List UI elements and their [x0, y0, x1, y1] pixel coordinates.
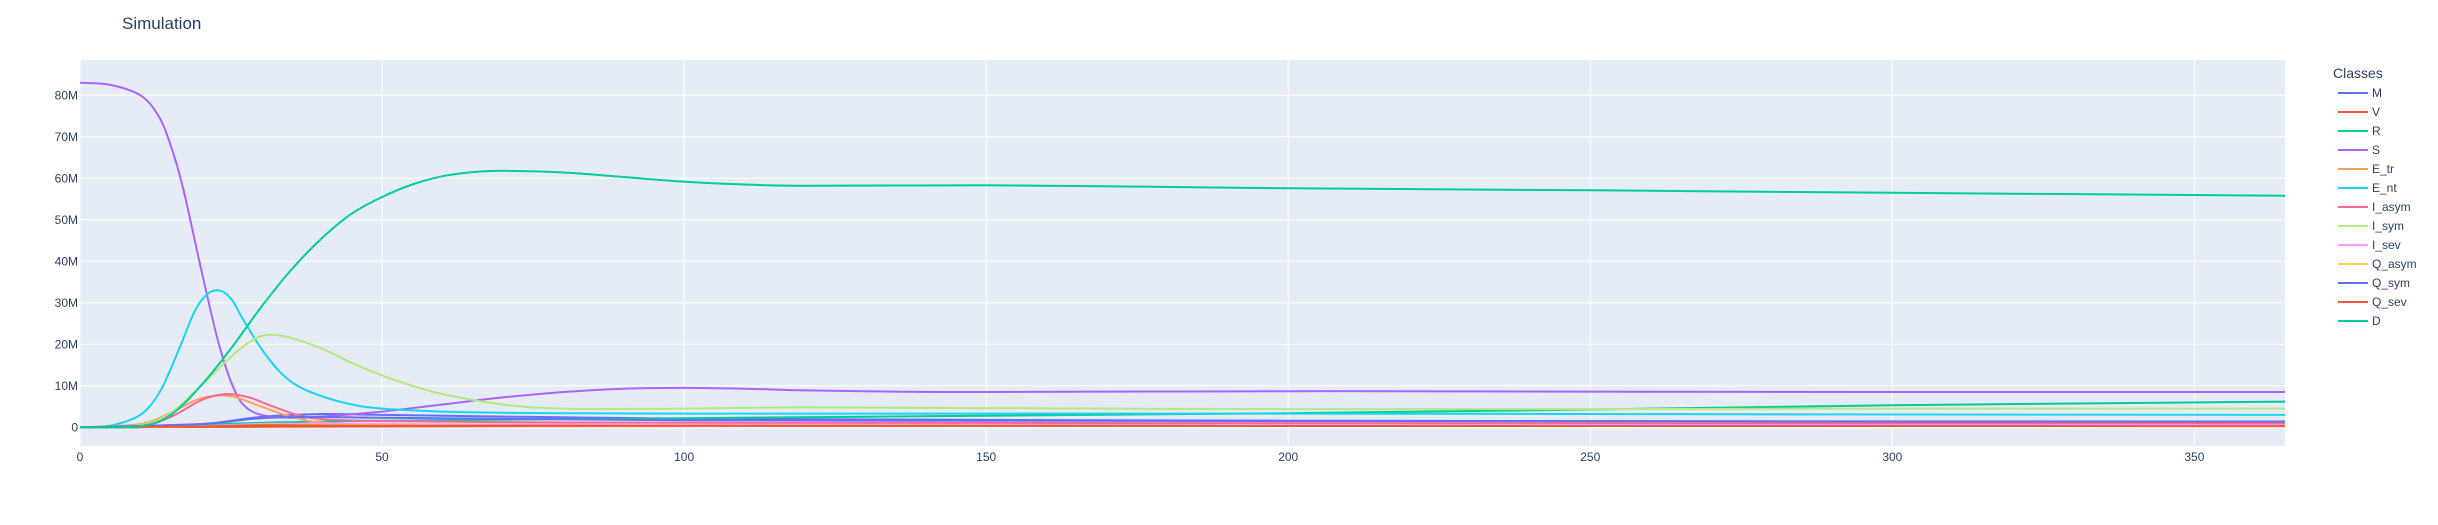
y-tick-label: 10M [55, 379, 78, 393]
series-line-d [79, 169, 2286, 429]
legend-title: Classes [2333, 65, 2383, 81]
legend-label: Q_sev [2372, 295, 2407, 309]
series-lines [79, 81, 2286, 429]
legend-label: E_tr [2372, 162, 2394, 176]
legend-item-s[interactable]: S [2338, 143, 2380, 157]
legend-label: I_sev [2372, 238, 2401, 252]
legend-label: Q_sym [2372, 276, 2410, 290]
y-axis: 0 10M 20M 30M 40M 50M 60M 70M 80M [55, 88, 79, 434]
legend-label: I_asym [2372, 200, 2411, 214]
legend-item-q-asym[interactable]: Q_asym [2338, 257, 2417, 271]
legend-item-d[interactable]: D [2338, 314, 2381, 328]
x-tick-label: 50 [375, 450, 389, 464]
legend-label: V [2372, 105, 2380, 119]
x-tick-label: 300 [1882, 450, 1902, 464]
y-tick-label: 70M [55, 130, 78, 144]
x-tick-label: 0 [77, 450, 84, 464]
series-line-i-asym [79, 392, 2286, 429]
legend-item-r[interactable]: R [2338, 124, 2381, 138]
series-line-i-sym [79, 333, 2285, 429]
legend-label: S [2372, 143, 2380, 157]
x-tick-label: 100 [674, 450, 694, 464]
y-tick-label: 0 [71, 420, 78, 434]
legend-item-v[interactable]: V [2338, 105, 2380, 119]
legend-label: Q_asym [2372, 257, 2417, 271]
legend-item-m[interactable]: M [2338, 86, 2382, 100]
x-tick-label: 350 [2184, 450, 2204, 464]
x-tick-label: 200 [1278, 450, 1298, 464]
y-tick-label: 30M [55, 296, 78, 310]
legend-label: M [2372, 86, 2382, 100]
x-axis: 0 50 100 150 200 250 300 350 [77, 450, 2205, 464]
legend-label: R [2372, 124, 2381, 138]
series-line-s [79, 81, 2286, 419]
x-tick-label: 150 [976, 450, 996, 464]
y-tick-label: 60M [55, 171, 78, 185]
x-tick-label: 250 [1580, 450, 1600, 464]
legend-item-q-sev[interactable]: Q_sev [2338, 295, 2407, 309]
series-line-r [79, 400, 2286, 429]
series-line-q-sym [79, 415, 2286, 429]
series-line-e-nt [79, 289, 2286, 429]
legend-label: I_sym [2372, 219, 2404, 233]
legend-label: E_nt [2372, 181, 2397, 195]
legend-item-i-sev[interactable]: I_sev [2338, 238, 2401, 252]
series-line-q-sev [79, 424, 2286, 429]
legend-item-i-asym[interactable]: I_asym [2338, 200, 2411, 214]
y-tick-label: 80M [55, 88, 78, 102]
chart-title: Simulation [122, 14, 201, 33]
plot-area [80, 60, 2285, 446]
y-tick-label: 50M [55, 213, 78, 227]
legend-item-e-nt[interactable]: E_nt [2338, 181, 2397, 195]
legend-item-q-sym[interactable]: Q_sym [2338, 276, 2410, 290]
legend-label: D [2372, 314, 2381, 328]
y-tick-label: 20M [55, 337, 78, 351]
y-tick-label: 40M [55, 254, 78, 268]
legend-item-i-sym[interactable]: I_sym [2338, 219, 2404, 233]
legend-item-e-tr[interactable]: E_tr [2338, 162, 2394, 176]
